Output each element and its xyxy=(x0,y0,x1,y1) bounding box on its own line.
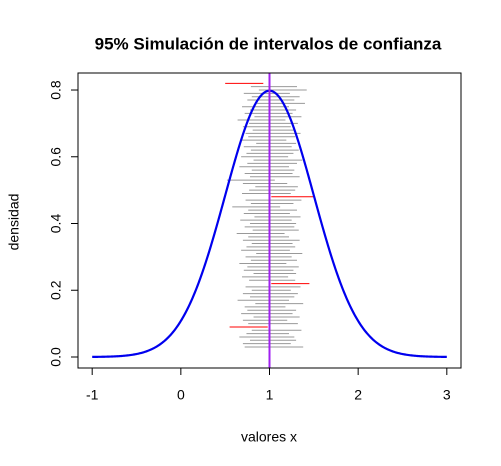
y-tick-label: 0.2 xyxy=(48,280,64,300)
x-axis-label: valores x xyxy=(241,429,297,445)
x-tick-label: 2 xyxy=(354,387,362,403)
y-tick-label: 0.6 xyxy=(48,147,64,167)
chart-title: 95% Simulación de intervalos de confianz… xyxy=(95,34,442,53)
x-tick-label: 1 xyxy=(266,387,274,403)
y-axis-label: densidad xyxy=(6,194,22,251)
x-tick-label: 3 xyxy=(443,387,451,403)
y-tick-label: 0.4 xyxy=(48,214,64,234)
x-tick-label: 0 xyxy=(177,387,185,403)
y-tick-label: 0.0 xyxy=(48,347,64,367)
x-tick-label: -1 xyxy=(86,387,99,403)
y-tick-label: 0.8 xyxy=(48,80,64,100)
